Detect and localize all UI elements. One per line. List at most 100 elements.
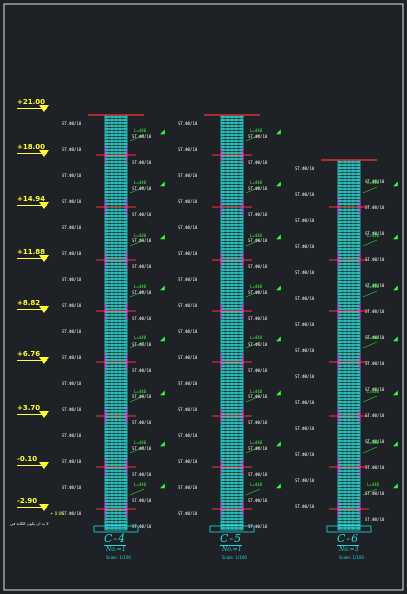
bar-mark-icon: ◢: [276, 232, 281, 241]
bar-length-label: L=440: [367, 233, 380, 238]
stirrup-label: ST.Ф8/10: [295, 166, 315, 171]
bar-mark-icon: ◢: [393, 388, 398, 397]
level-marker: +14.94: [17, 195, 49, 209]
bar-length-label: L=440: [367, 284, 380, 289]
level-label: +6.76: [17, 350, 41, 358]
bar-length-label: L=440: [250, 389, 263, 394]
stirrup-label: ST.Ф8/10: [365, 283, 385, 288]
column-count: No.=1: [222, 546, 242, 553]
stirrup-label: ST.Ф8/10: [132, 212, 152, 217]
level-label: +14.94: [17, 195, 46, 203]
base-note: لا بد ان يكون الكانة في: [10, 521, 49, 526]
column-count: No.=3: [339, 546, 359, 553]
bar-length-label: L=440: [367, 335, 380, 340]
stirrup-label: ST.Ф8/10: [365, 413, 385, 418]
bar-mark-icon: ◢: [393, 283, 398, 292]
bar-mark-icon: ◢: [393, 232, 398, 241]
bar-length-label: L=440: [134, 335, 147, 340]
bar-length-label: L=440: [250, 335, 263, 340]
bar-length-label: L=440: [134, 128, 147, 133]
bar-length-label: L=440: [250, 440, 263, 445]
stirrup-label: ST.Ф8/10: [62, 511, 82, 516]
bar-length-label: L=440: [134, 233, 147, 238]
stirrup-label: ST.Ф8/10: [248, 264, 268, 269]
stirrup-label: ST.Ф8/10: [62, 147, 82, 152]
bar-mark-icon: ◢: [393, 334, 398, 343]
stirrup-label: ST.Ф8/10: [295, 270, 315, 275]
stirrup-label: ST.Ф8/10: [248, 134, 268, 139]
bar-length-label: L=440: [250, 482, 263, 487]
stirrup-label: ST.Ф8/10: [365, 231, 385, 236]
stirrup-label: ST.Ф8/10: [132, 238, 152, 243]
bar-length-label: L=440: [134, 440, 147, 445]
column-title: C-4: [104, 532, 127, 546]
stirrup-label: ST.Ф8/10: [132, 368, 152, 373]
stirrup-label: ST.Ф8/10: [248, 160, 268, 165]
stirrup-label: ST.Ф8/10: [248, 316, 268, 321]
bar-mark-icon: ◢: [160, 439, 165, 448]
stirrup-label: ST.Ф8/10: [295, 218, 315, 223]
stirrup-label: ST.Ф8/10: [132, 524, 152, 529]
stirrup-label: ST.Ф8/10: [132, 134, 152, 139]
stirrup-label: ST.Ф8/10: [178, 303, 198, 308]
stirrup-label: ST.Ф8/10: [295, 244, 315, 249]
stirrup-label: ST.Ф8/10: [178, 147, 198, 152]
stirrup-label: ST.Ф8/10: [62, 459, 82, 464]
bar-mark-icon: ◢: [160, 283, 165, 292]
bar-mark-icon: ◢: [276, 439, 281, 448]
stirrup-label: ST.Ф8/10: [178, 173, 198, 178]
stirrup-label: ST.Ф8/10: [365, 257, 385, 262]
column-elevation: [88, 114, 145, 533]
stirrup-label: ST.Ф8/10: [132, 472, 152, 477]
stirrup-label: ST.Ф8/10: [178, 199, 198, 204]
bar-mark-icon: ◢: [393, 179, 398, 188]
stirrup-label: ST.Ф8/10: [178, 329, 198, 334]
level-label: +21.00: [17, 98, 46, 106]
stirrup-label: ST.Ф8/10: [178, 407, 198, 412]
stirrup-label: ST.Ф8/10: [295, 322, 315, 327]
bar-length-label: L=440: [134, 284, 147, 289]
stirrup-label: ST.Ф8/10: [365, 387, 385, 392]
stirrup-label: ST.Ф8/10: [132, 160, 152, 165]
column-count: No.=1: [106, 546, 126, 553]
stirrup-label: ST.Ф8/10: [248, 446, 268, 451]
level-label: +8.82: [17, 299, 41, 307]
stirrup-label: ST.Ф8/10: [62, 407, 82, 412]
stirrup-label: ST.Ф8/10: [132, 394, 152, 399]
stirrup-label: ST.Ф8/10: [248, 368, 268, 373]
bar-length-label: L=440: [250, 128, 263, 133]
stirrup-label: ST.Ф8/10: [365, 439, 385, 444]
stirrup-label: ST.Ф8/10: [178, 121, 198, 126]
stirrup-label: ST.Ф8/10: [248, 186, 268, 191]
bar-mark-icon: ◢: [276, 127, 281, 136]
stirrup-label: ST.Ф8/10: [62, 355, 82, 360]
stirrup-label: ST.Ф8/10: [178, 251, 198, 256]
level-marker: -0.10: [17, 455, 49, 469]
level-marker: +8.82: [17, 299, 49, 313]
stirrup-label: ST.Ф8/10: [132, 290, 152, 295]
bar-mark-icon: ◢: [393, 481, 398, 490]
bar-mark-icon: ◢: [276, 283, 281, 292]
bar-mark-icon: ◢: [160, 127, 165, 136]
stirrup-label: ST.Ф8/10: [132, 420, 152, 425]
stirrup-label: ST.Ф8/10: [178, 355, 198, 360]
stirrup-label: ST.Ф8/10: [132, 186, 152, 191]
bar-mark-icon: ◢: [276, 481, 281, 490]
stirrup-label: ST.Ф8/10: [248, 212, 268, 217]
stirrup-label: ST.Ф8/10: [62, 199, 82, 204]
stirrup-label: ST.Ф8/10: [178, 381, 198, 386]
stirrup-label: ST.Ф8/10: [365, 309, 385, 314]
stirrup-label: ST.Ф8/10: [248, 394, 268, 399]
column-title: C-5: [220, 532, 243, 546]
stirrup-label: ST.Ф8/10: [365, 517, 385, 522]
column-title: C-6: [337, 532, 360, 546]
column-scale: Scale: 1/100: [339, 555, 364, 560]
bar-length-label: L=440: [250, 233, 263, 238]
level-marker: +3.70: [17, 404, 49, 418]
level-marker: +11.88: [17, 248, 49, 262]
level-label: -0.10: [17, 455, 38, 463]
stirrup-label: ST.Ф8/10: [62, 121, 82, 126]
stirrup-label: ST.Ф8/10: [295, 452, 315, 457]
bar-length-label: L=440: [367, 482, 380, 487]
